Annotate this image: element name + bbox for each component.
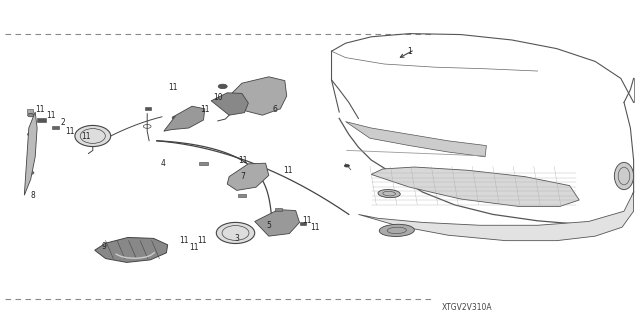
Polygon shape — [255, 210, 300, 236]
Text: 11: 11 — [284, 166, 292, 175]
Circle shape — [190, 114, 198, 118]
Text: 11: 11 — [82, 132, 91, 141]
Text: 11: 11 — [180, 236, 189, 245]
Polygon shape — [164, 106, 205, 131]
Polygon shape — [27, 109, 33, 113]
FancyBboxPatch shape — [238, 194, 246, 196]
Text: 11: 11 — [47, 111, 56, 120]
Circle shape — [288, 224, 294, 227]
Circle shape — [172, 116, 180, 120]
Text: 2: 2 — [60, 118, 65, 127]
Circle shape — [344, 164, 349, 167]
Text: 1: 1 — [407, 47, 412, 56]
FancyBboxPatch shape — [145, 107, 151, 110]
Ellipse shape — [75, 125, 111, 147]
FancyBboxPatch shape — [52, 126, 59, 129]
Text: 11: 11 — [66, 127, 75, 136]
Circle shape — [223, 101, 232, 105]
Text: 5: 5 — [266, 221, 271, 230]
Polygon shape — [211, 93, 248, 115]
Polygon shape — [229, 77, 287, 115]
Circle shape — [266, 91, 275, 95]
Text: 11: 11 — [310, 223, 319, 232]
Text: 10: 10 — [212, 93, 223, 102]
Text: 11: 11 — [189, 243, 198, 252]
Text: 3: 3 — [234, 234, 239, 243]
FancyBboxPatch shape — [199, 162, 208, 165]
Polygon shape — [95, 237, 168, 262]
Ellipse shape — [380, 224, 414, 236]
Text: 11: 11 — [200, 105, 209, 114]
Polygon shape — [227, 163, 269, 190]
Circle shape — [28, 133, 34, 136]
Text: 6: 6 — [273, 105, 278, 114]
Circle shape — [28, 114, 34, 117]
Text: 11: 11 — [303, 216, 312, 225]
Text: XTGV2V310A: XTGV2V310A — [442, 303, 493, 312]
Circle shape — [245, 89, 254, 94]
Ellipse shape — [614, 163, 634, 189]
Text: 4: 4 — [161, 159, 166, 168]
Text: 7: 7 — [241, 172, 246, 180]
Text: 9: 9 — [102, 242, 107, 251]
FancyBboxPatch shape — [275, 208, 282, 211]
Polygon shape — [346, 122, 486, 157]
Text: 11: 11 — [239, 156, 248, 164]
Text: 11: 11 — [36, 105, 45, 114]
Text: 11: 11 — [198, 236, 207, 245]
Ellipse shape — [216, 222, 255, 244]
Circle shape — [218, 84, 227, 89]
Polygon shape — [358, 192, 634, 241]
Polygon shape — [24, 112, 37, 195]
Ellipse shape — [378, 189, 400, 198]
Text: 8: 8 — [31, 191, 36, 200]
FancyBboxPatch shape — [300, 222, 306, 225]
Polygon shape — [371, 167, 579, 206]
Circle shape — [28, 171, 34, 174]
Text: 11: 11 — [168, 83, 177, 92]
Circle shape — [242, 173, 251, 178]
Circle shape — [28, 152, 34, 155]
Circle shape — [89, 140, 94, 142]
FancyBboxPatch shape — [37, 118, 46, 122]
Circle shape — [271, 220, 280, 225]
